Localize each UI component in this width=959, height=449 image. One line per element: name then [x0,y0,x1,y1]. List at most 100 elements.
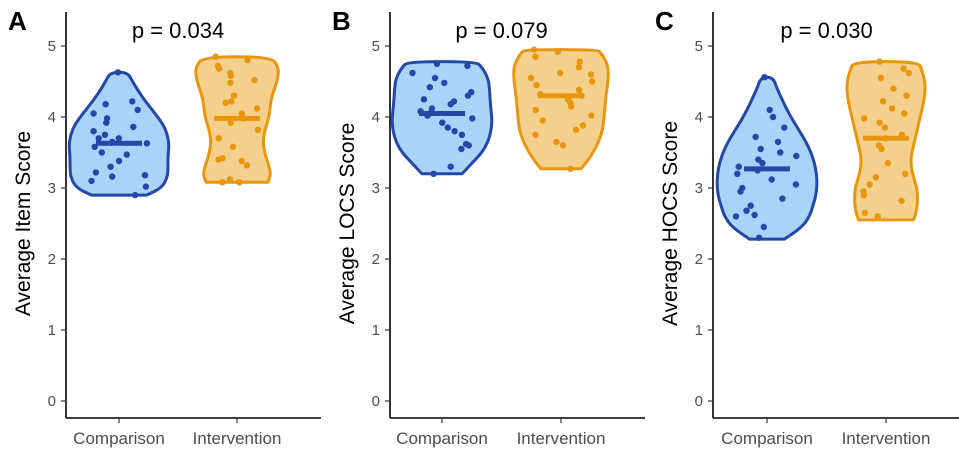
data-point [464,62,471,70]
data-point [243,162,251,169]
y-tick-label: 5 [48,38,56,55]
data-point [95,135,102,142]
data-point [881,124,889,131]
data-point [102,101,109,108]
data-point [251,76,258,84]
data-point [430,170,437,177]
data-point [433,60,441,67]
data-point [533,81,540,89]
data-point [874,213,881,220]
data-point [143,140,151,147]
data-point [761,74,768,81]
data-point [114,69,122,76]
data-point [572,126,580,133]
data-point [212,53,219,60]
data-point [244,57,251,64]
data-point [439,119,446,126]
data-point [227,119,234,126]
data-point [431,74,439,82]
data-point [532,131,539,138]
data-point [222,99,229,107]
data-point [553,138,560,146]
panel-letter: B [332,6,351,36]
data-point [757,145,764,153]
y-tick-label: 4 [48,109,56,126]
data-point [866,181,873,188]
data-point [103,115,111,122]
panel-letter: C [655,6,674,36]
p-value-annotation: p = 0.079 [455,18,547,43]
data-point [88,177,95,185]
y-tick-label: 2 [48,251,56,268]
data-point [557,69,564,77]
data-point [230,92,238,99]
y-tick-label: 4 [695,109,703,126]
data-point [428,105,436,112]
y-tick-label: 5 [695,38,703,55]
p-value-annotation: p = 0.030 [780,18,872,43]
data-point [109,173,116,180]
y-tick-label: 1 [372,322,380,339]
data-point [751,211,758,219]
panel-b: B Average LOCS Score 0 1 2 3 4 5 Comparison Inter… [332,6,645,448]
data-point [559,142,567,149]
data-point [141,172,149,179]
data-point [238,157,245,165]
data-point [101,131,109,138]
violin-intervention [512,48,610,171]
data-point [743,207,750,214]
violin-comparison [67,70,171,197]
data-point [769,113,777,121]
data-point [420,96,428,103]
data-point [768,176,775,183]
y-tick-label: 0 [48,393,56,410]
data-point [469,115,476,122]
data-point [444,124,451,131]
y-tick-label: 5 [372,38,380,55]
data-point [129,98,136,105]
data-point [532,106,539,114]
data-point [905,69,913,77]
x-category-label: Intervention [842,429,931,448]
data-point [253,105,261,112]
data-point [755,156,762,163]
data-point [90,128,97,135]
data-point [902,170,909,177]
y-tick-label: 3 [695,180,703,197]
data-point [781,124,788,131]
data-point [219,179,226,186]
y-tick-label: 3 [372,180,380,197]
data-point [575,64,583,71]
data-point [755,234,763,241]
y-tick-label: 1 [48,322,56,339]
data-point [876,58,883,65]
data-point [539,117,546,124]
data-point [554,48,561,55]
y-tick-label: 4 [372,109,380,126]
panel-a: A Average Item Score 0 1 2 3 4 5 Comparison Inter… [8,6,321,448]
data-point [587,71,595,78]
data-point [898,197,905,204]
data-point [215,135,222,142]
data-point [588,112,595,119]
data-point [888,105,896,112]
data-point [426,84,433,91]
data-point [123,151,130,158]
data-point [876,119,883,126]
data-point [98,149,106,156]
panel-letter: A [8,6,27,36]
data-point [254,126,262,133]
y-axis-label: Average Item Score [12,131,35,316]
data-point [227,79,234,87]
data-point [576,58,583,65]
data-point [107,163,114,170]
data-point [766,106,773,114]
data-point [752,133,759,141]
data-point [777,149,784,156]
data-point [774,138,782,146]
data-point [739,184,746,192]
data-point [228,98,235,105]
data-point [409,69,416,77]
data-point [901,110,908,117]
x-category-label: Intervention [193,429,282,448]
